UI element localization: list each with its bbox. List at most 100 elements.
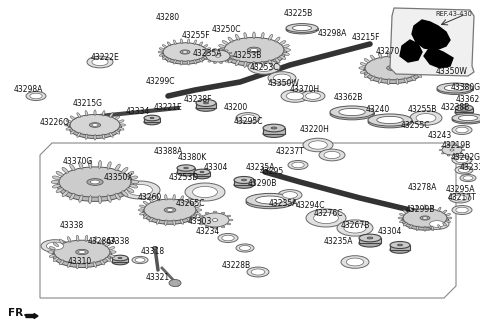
- Ellipse shape: [199, 223, 203, 225]
- Ellipse shape: [199, 215, 203, 217]
- Text: 43350X: 43350X: [103, 173, 133, 182]
- Ellipse shape: [48, 251, 54, 253]
- Ellipse shape: [128, 184, 153, 195]
- Ellipse shape: [88, 161, 92, 168]
- Text: 43295A: 43295A: [445, 185, 475, 194]
- Ellipse shape: [416, 226, 419, 231]
- Ellipse shape: [421, 67, 427, 69]
- Ellipse shape: [301, 91, 325, 102]
- Ellipse shape: [91, 180, 99, 184]
- Ellipse shape: [420, 70, 426, 73]
- Ellipse shape: [70, 164, 75, 171]
- Ellipse shape: [280, 55, 286, 59]
- Ellipse shape: [218, 233, 238, 242]
- Ellipse shape: [453, 195, 467, 201]
- Polygon shape: [177, 168, 195, 173]
- Polygon shape: [412, 20, 450, 50]
- Text: 43228B: 43228B: [221, 260, 251, 269]
- Ellipse shape: [452, 205, 472, 214]
- Ellipse shape: [447, 144, 450, 145]
- Ellipse shape: [208, 61, 211, 62]
- Text: 43255F: 43255F: [182, 32, 210, 41]
- Ellipse shape: [180, 196, 183, 201]
- Ellipse shape: [389, 67, 396, 70]
- Ellipse shape: [286, 92, 304, 100]
- Ellipse shape: [368, 116, 412, 128]
- Text: 43253B: 43253B: [232, 52, 262, 61]
- Ellipse shape: [229, 58, 232, 60]
- Ellipse shape: [144, 199, 196, 221]
- Ellipse shape: [235, 34, 240, 40]
- Ellipse shape: [112, 255, 128, 261]
- Ellipse shape: [98, 196, 101, 203]
- Ellipse shape: [229, 52, 232, 54]
- Ellipse shape: [252, 32, 255, 39]
- Ellipse shape: [188, 39, 190, 44]
- Text: 43310: 43310: [68, 257, 92, 266]
- Ellipse shape: [235, 60, 240, 66]
- Ellipse shape: [337, 220, 373, 236]
- Ellipse shape: [214, 62, 216, 64]
- Ellipse shape: [66, 120, 72, 123]
- Ellipse shape: [216, 55, 220, 57]
- Ellipse shape: [185, 183, 225, 201]
- Ellipse shape: [458, 167, 469, 172]
- Text: 43280: 43280: [156, 14, 180, 23]
- Ellipse shape: [214, 49, 216, 50]
- Ellipse shape: [162, 56, 167, 59]
- Ellipse shape: [53, 243, 111, 267]
- Ellipse shape: [143, 201, 197, 224]
- Ellipse shape: [292, 25, 312, 31]
- Ellipse shape: [93, 262, 96, 267]
- Text: 43276C: 43276C: [313, 209, 343, 218]
- Ellipse shape: [196, 104, 216, 111]
- Ellipse shape: [67, 237, 71, 242]
- Ellipse shape: [62, 191, 68, 196]
- Ellipse shape: [195, 212, 201, 215]
- Text: 43243: 43243: [428, 132, 452, 141]
- Ellipse shape: [371, 76, 375, 81]
- Text: 43304: 43304: [204, 164, 228, 172]
- Text: 43253C: 43253C: [249, 63, 279, 72]
- Ellipse shape: [167, 209, 173, 211]
- Ellipse shape: [244, 61, 247, 68]
- Ellipse shape: [244, 33, 247, 39]
- Ellipse shape: [88, 196, 92, 203]
- Ellipse shape: [212, 218, 218, 221]
- Ellipse shape: [69, 117, 121, 139]
- Ellipse shape: [70, 193, 75, 200]
- Ellipse shape: [206, 54, 211, 56]
- Ellipse shape: [286, 24, 318, 32]
- Text: 43265C: 43265C: [175, 199, 205, 208]
- Ellipse shape: [49, 254, 55, 257]
- Ellipse shape: [162, 45, 167, 48]
- Ellipse shape: [228, 37, 233, 42]
- Text: 43298A: 43298A: [13, 86, 43, 95]
- Ellipse shape: [438, 225, 441, 229]
- Ellipse shape: [452, 156, 472, 165]
- Ellipse shape: [292, 162, 304, 168]
- Ellipse shape: [359, 234, 381, 242]
- Polygon shape: [364, 68, 422, 71]
- Ellipse shape: [206, 48, 211, 50]
- Text: 43235A: 43235A: [245, 164, 275, 172]
- Ellipse shape: [404, 53, 408, 58]
- Ellipse shape: [119, 120, 124, 123]
- Polygon shape: [69, 125, 121, 128]
- Ellipse shape: [411, 55, 416, 60]
- Ellipse shape: [85, 134, 88, 139]
- Ellipse shape: [228, 58, 233, 63]
- Ellipse shape: [456, 157, 468, 163]
- Ellipse shape: [364, 59, 370, 63]
- Ellipse shape: [447, 217, 452, 219]
- Text: 43253D: 43253D: [169, 173, 199, 182]
- Ellipse shape: [41, 240, 69, 252]
- Ellipse shape: [56, 171, 63, 176]
- Ellipse shape: [442, 145, 462, 155]
- Ellipse shape: [303, 138, 333, 152]
- Ellipse shape: [165, 194, 167, 200]
- Ellipse shape: [364, 59, 422, 84]
- Ellipse shape: [149, 217, 153, 222]
- Ellipse shape: [236, 244, 254, 252]
- Ellipse shape: [204, 45, 208, 48]
